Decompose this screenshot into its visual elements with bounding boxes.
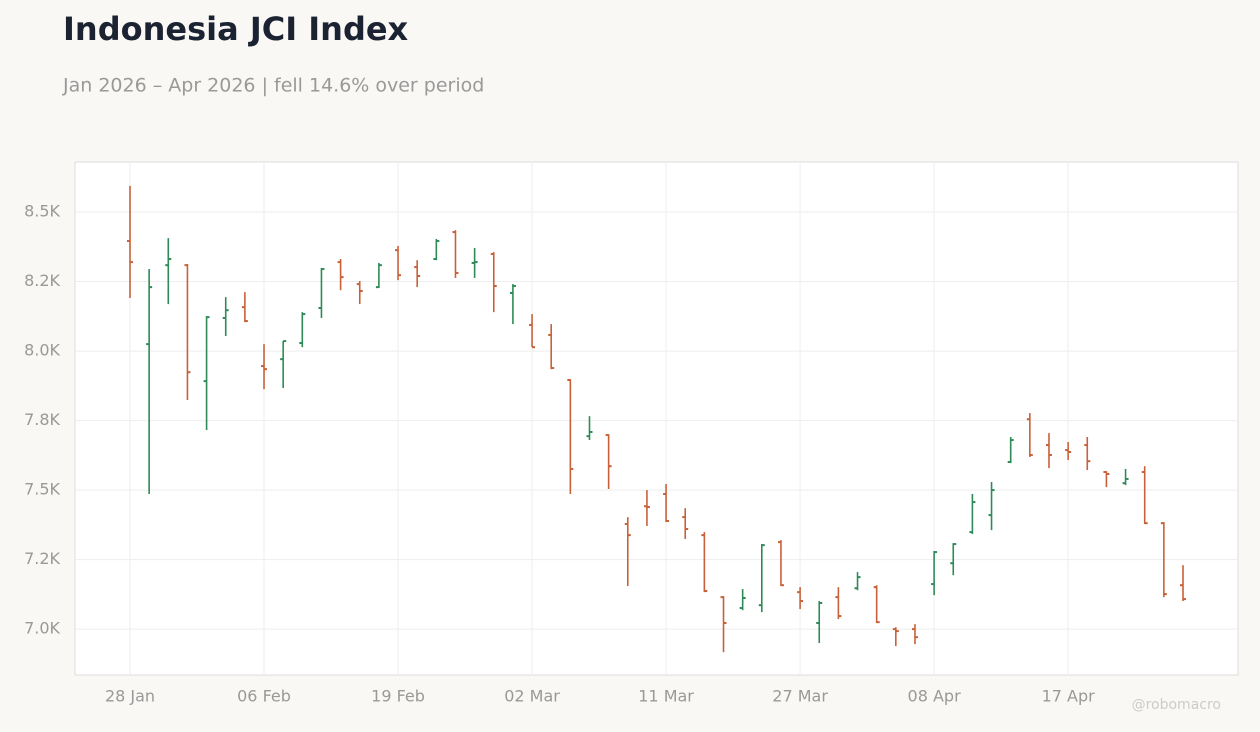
x-tick-label: 27 Mar xyxy=(772,687,828,706)
y-tick-label: 7.5K xyxy=(24,480,60,499)
plot-area xyxy=(74,161,1239,676)
chart-subtitle: Jan 2026 – Apr 2026 | fell 14.6% over pe… xyxy=(62,75,484,97)
x-tick-label: 28 Jan xyxy=(105,687,155,706)
y-tick-label: 7.0K xyxy=(24,619,60,638)
x-tick-label: 02 Mar xyxy=(504,687,560,706)
x-tick-label: 17 Apr xyxy=(1042,687,1096,706)
x-tick-label: 06 Feb xyxy=(237,687,291,706)
watermark: @robomacro xyxy=(1132,697,1221,713)
x-tick-label: 11 Mar xyxy=(638,687,694,706)
y-tick-label: 8.2K xyxy=(24,271,60,290)
y-tick-label: 8.0K xyxy=(24,341,60,360)
x-tick-label: 19 Feb xyxy=(371,687,425,706)
y-tick-label: 7.2K xyxy=(24,549,60,568)
chart-title: Indonesia JCI Index xyxy=(63,10,409,48)
y-tick-label: 7.8K xyxy=(24,410,60,429)
x-tick-label: 08 Apr xyxy=(908,687,962,706)
y-tick-label: 8.5K xyxy=(24,202,60,221)
